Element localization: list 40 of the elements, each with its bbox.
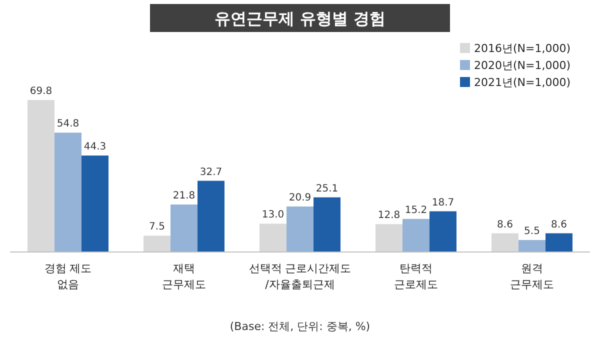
x-tick-label: 재택 근무제도 [162,262,206,291]
data-label: 15.2 [404,204,428,216]
bar [28,100,54,252]
data-label: 8.6 [497,219,513,230]
bar [546,233,572,252]
bar [144,236,170,252]
data-label: 54.8 [56,118,80,130]
data-label: 13.0 [262,210,284,221]
bar [518,240,546,252]
data-label: 21.8 [172,190,196,202]
bar [260,224,286,252]
chart-title: 유연근무제 유형별 경험 [214,9,386,28]
data-label: 7.5 [149,222,165,233]
legend-label: 2016년(N=1,000) [474,42,571,55]
bar [492,233,518,252]
legend-label: 2020년(N=1,000) [474,59,571,72]
data-label: 44.3 [84,142,106,153]
bar [314,197,340,252]
data-label: 5.5 [524,226,540,238]
bar [170,204,198,252]
data-label: 8.6 [551,219,567,230]
bar [286,206,314,252]
x-tick-label: 탄력적 근로제도 [394,262,438,291]
text: (Base: 전체, 단위: 중복, %) [230,320,370,333]
data-label: 18.7 [432,197,454,208]
bar [430,211,456,252]
x-tick-label: 경험 제도 없음 [44,262,92,291]
bar [198,180,224,252]
data-label: 25.1 [316,183,338,194]
bar [376,224,402,252]
data-label: 32.7 [200,166,222,178]
bar [54,132,82,252]
bar [82,156,108,252]
legend-label: 2021년(N=1,000) [474,76,571,89]
data-label: 12.8 [378,210,400,222]
bar [402,218,430,252]
data-label: 20.9 [288,192,312,204]
x-tick-label: 원격 근무제도 [510,262,554,291]
x-tick-label: 선택적 근로시간제도 /자율출퇴근제 [248,262,352,291]
data-label: 69.8 [30,86,52,97]
